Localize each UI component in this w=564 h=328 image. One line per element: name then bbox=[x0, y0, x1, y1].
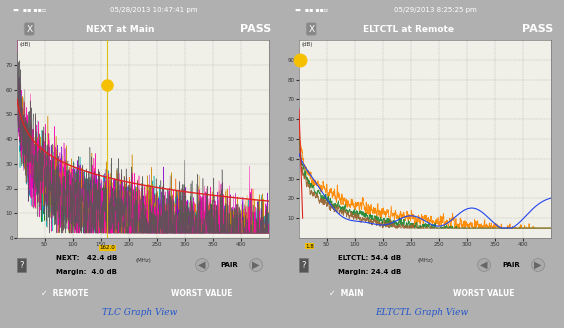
Text: PASS: PASS bbox=[522, 24, 554, 34]
X-axis label: (MHz): (MHz) bbox=[135, 258, 151, 263]
Text: WORST VALUE: WORST VALUE bbox=[453, 289, 515, 297]
Text: 162.0: 162.0 bbox=[99, 245, 115, 250]
Text: 05/29/2013 8:25:25 pm: 05/29/2013 8:25:25 pm bbox=[394, 7, 477, 13]
Text: ◀: ◀ bbox=[199, 260, 206, 270]
Text: Margin: 24.4 dB: Margin: 24.4 dB bbox=[338, 269, 402, 275]
Text: ▬  ▪▪ ▪▪▫: ▬ ▪▪ ▪▪▫ bbox=[295, 8, 328, 12]
Text: (dB): (dB) bbox=[20, 42, 31, 47]
Text: ELTCTL: 54.4 dB: ELTCTL: 54.4 dB bbox=[338, 256, 402, 261]
Text: PAIR: PAIR bbox=[502, 262, 520, 268]
Text: ✓  MAIN: ✓ MAIN bbox=[329, 289, 364, 297]
Text: ▶: ▶ bbox=[534, 260, 542, 270]
Text: ?: ? bbox=[19, 260, 24, 270]
Text: TLC Graph View: TLC Graph View bbox=[102, 308, 178, 317]
Text: X: X bbox=[309, 25, 314, 33]
Text: WORST VALUE: WORST VALUE bbox=[171, 289, 233, 297]
Text: 1.8: 1.8 bbox=[305, 244, 314, 249]
Text: NEXT:   42.4 dB: NEXT: 42.4 dB bbox=[56, 256, 117, 261]
Text: PASS: PASS bbox=[240, 24, 272, 34]
Text: 05/28/2013 10:47:41 pm: 05/28/2013 10:47:41 pm bbox=[110, 7, 197, 13]
Text: ◀: ◀ bbox=[481, 260, 488, 270]
Text: ▶: ▶ bbox=[252, 260, 260, 270]
Text: ELTCTL at Remote: ELTCTL at Remote bbox=[363, 25, 453, 33]
Text: PAIR: PAIR bbox=[220, 262, 238, 268]
Text: ▬  ▪▪ ▪▪▫: ▬ ▪▪ ▪▪▫ bbox=[13, 8, 46, 12]
Text: X: X bbox=[27, 25, 32, 33]
Text: (dB): (dB) bbox=[302, 42, 313, 47]
Text: ✓  REMOTE: ✓ REMOTE bbox=[41, 289, 88, 297]
Text: ELTCTL Graph View: ELTCTL Graph View bbox=[376, 308, 469, 317]
Text: NEXT at Main: NEXT at Main bbox=[86, 25, 155, 33]
Text: Margin:  4.0 dB: Margin: 4.0 dB bbox=[56, 269, 117, 275]
X-axis label: (MHz): (MHz) bbox=[417, 258, 433, 263]
Text: ?: ? bbox=[301, 260, 306, 270]
